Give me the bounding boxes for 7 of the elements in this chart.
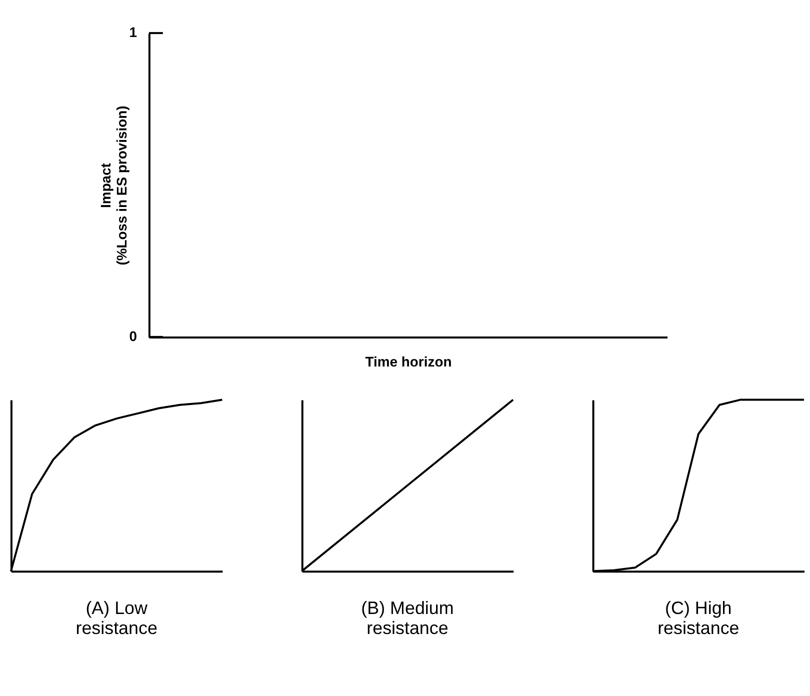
text: 0 <box>129 328 138 344</box>
text: 1 <box>129 24 138 40</box>
text: Time horizon <box>365 353 452 370</box>
text: Impact (%Loss in ES provision) <box>98 106 130 266</box>
text: (A) Low resistance <box>76 598 158 638</box>
text: (C) High resistance <box>658 598 740 638</box>
text: (B) Medium resistance <box>361 598 454 638</box>
